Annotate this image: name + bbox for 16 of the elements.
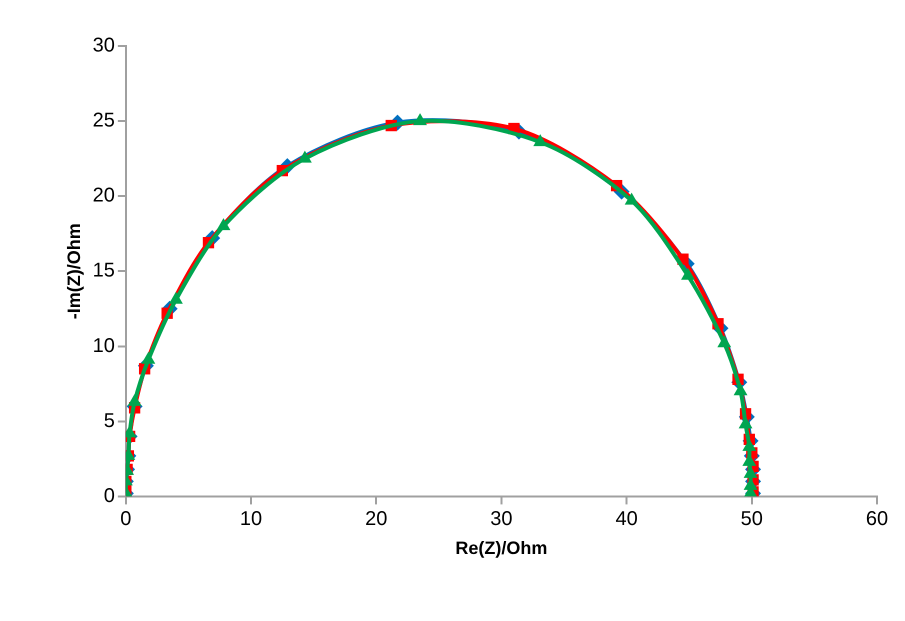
y-tick-label: 0	[104, 484, 115, 507]
x-tick-label: 10	[240, 508, 262, 530]
x-tick-label: 40	[615, 508, 638, 530]
x-tick-label: 20	[365, 508, 388, 530]
y-tick-label: 25	[92, 110, 115, 132]
x-tick-label: 30	[490, 508, 513, 530]
x-tick-label: 0	[120, 508, 132, 530]
x-tick-label: 60	[866, 508, 888, 530]
y-tick-label: 30	[92, 34, 115, 57]
y-tick-label: 10	[92, 334, 115, 357]
x-tick-label: 50	[740, 508, 763, 530]
x-axis-title: Re(Z)/Ohm	[455, 538, 548, 558]
y-axis-title: -Im(Z)/Ohm	[64, 223, 84, 320]
y-tick-label: 20	[92, 184, 115, 207]
y-tick-label: 15	[92, 260, 115, 282]
y-tick-label: 5	[104, 410, 115, 432]
